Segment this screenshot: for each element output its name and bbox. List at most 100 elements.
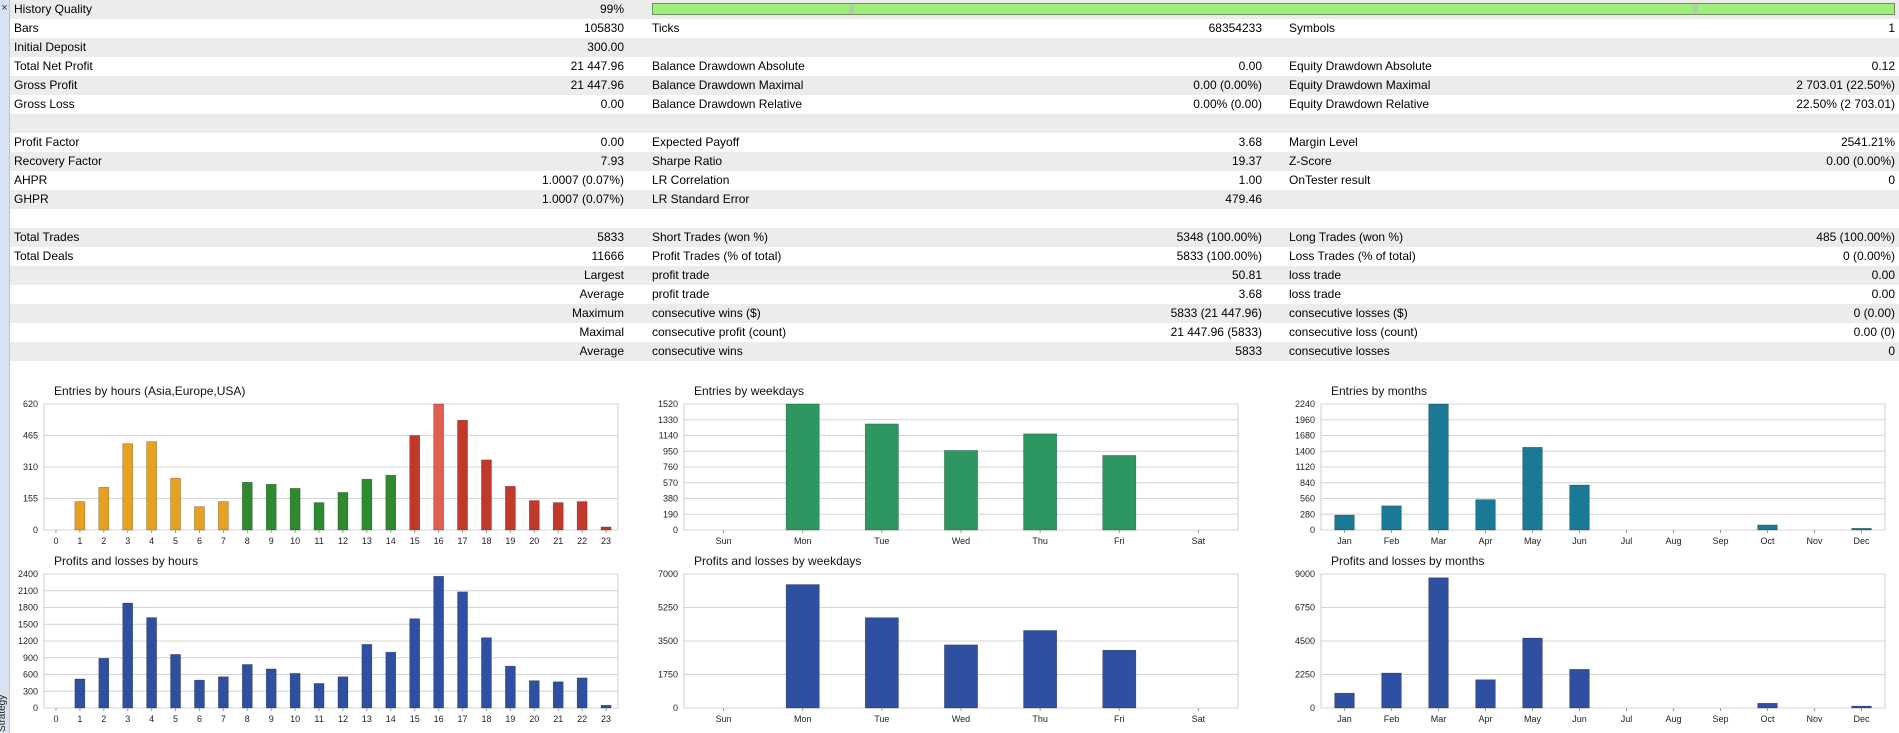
y-tick-label: 310 — [23, 462, 38, 472]
close-icon[interactable]: × — [1, 2, 8, 14]
x-tick-label: 12 — [338, 536, 348, 546]
x-tick-label: Aug — [1665, 536, 1681, 546]
y-tick-label: 2240 — [1295, 399, 1315, 409]
bar — [409, 618, 421, 709]
stats-row: Largest profit trade 50.81 loss trade 0.00 — [10, 266, 1899, 285]
chart-title: Entries by months — [1331, 384, 1428, 398]
stat-value: Maximum — [571, 306, 624, 320]
y-tick-label: 0 — [33, 525, 38, 535]
bar — [74, 501, 86, 531]
stat-value: Largest — [583, 268, 624, 282]
stat-label: Total Deals — [14, 249, 74, 263]
x-tick-label: 15 — [410, 714, 420, 724]
stat-label: LR Standard Error — [652, 192, 750, 206]
x-tick-label: 17 — [458, 536, 468, 546]
entries-by-weekdays-chart: 0 190 380 570 760 950 1140 1330 1520 Sun Mon Tue Wed… — [650, 380, 1250, 550]
x-tick-label: Feb — [1384, 536, 1400, 546]
bar — [433, 403, 444, 531]
y-tick-label: 0 — [673, 703, 678, 713]
stat-label: Z-Score — [1289, 154, 1332, 168]
bar — [122, 602, 134, 709]
stat-value: 485 (100.00%) — [1816, 230, 1895, 244]
bar — [1569, 668, 1590, 709]
y-tick-label: 950 — [663, 446, 678, 456]
stat-label: Profit Trades (% of total) — [652, 249, 782, 263]
bar — [457, 419, 468, 531]
x-tick-label: 16 — [434, 536, 444, 546]
entries-by-hours-chart: 0 155 310 465 620 0 1 2 3 4 5 6 7 8 9 10 11 12 13 14 15 16 17 1… — [10, 380, 630, 550]
x-tick-label: 20 — [529, 714, 539, 724]
stats-table: Bars 105830 Ticks 68354233 Symbols 1 Initial D… — [10, 19, 1899, 380]
bar — [385, 474, 397, 531]
history-quality-bar — [652, 3, 1895, 15]
chart-title: Entries by hours (Asia,Europe,USA) — [54, 384, 246, 398]
x-tick-label: Thu — [1032, 714, 1048, 724]
bar — [1757, 702, 1778, 709]
x-tick-label: Jun — [1572, 714, 1587, 724]
y-tick-label: 0 — [1310, 525, 1315, 535]
stat-value: 2541.21% — [1840, 135, 1895, 149]
bar — [98, 658, 110, 709]
x-tick-label: 14 — [386, 536, 396, 546]
stat-label: Margin Level — [1289, 135, 1358, 149]
chart-svg: 0 2250 4500 6750 9000 Jan Feb Mar Apr May Jun Jul Au… — [1295, 569, 1886, 724]
y-tick-label: 9000 — [1295, 569, 1315, 579]
stat-value: 0.00% (0.00) — [1193, 97, 1262, 111]
stat-label: Long Trades (won %) — [1289, 230, 1404, 244]
bar — [1334, 514, 1355, 531]
x-tick-label: May — [1524, 714, 1542, 724]
x-tick-label: 9 — [269, 536, 274, 546]
stat-value: 0 — [1888, 173, 1895, 187]
stat-value: 1.00 — [1238, 173, 1262, 187]
bar — [1428, 403, 1449, 531]
bar — [1475, 499, 1496, 531]
x-tick-label: 19 — [505, 714, 515, 724]
stat-value: Average — [579, 344, 624, 358]
stat-label: consecutive losses ($) — [1289, 306, 1408, 320]
x-tick-label: Mon — [794, 536, 812, 546]
stat-value: 1.0007 (0.07%) — [541, 173, 624, 187]
x-tick-label: Mar — [1431, 536, 1447, 546]
bar — [241, 481, 253, 531]
stats-row: Gross Profit 21 447.96 Balance Drawdown Ma… — [10, 76, 1899, 95]
stat-value: 0.00 — [1871, 268, 1895, 282]
y-tick-label: 280 — [1300, 509, 1315, 519]
x-tick-label: May — [1524, 536, 1542, 546]
bar — [194, 506, 205, 531]
stat-label: Symbols — [1289, 21, 1336, 35]
y-tick-label: 2400 — [18, 569, 38, 579]
x-tick-label: Thu — [1032, 536, 1048, 546]
quality-bar-tick — [849, 5, 854, 13]
bar — [457, 591, 468, 709]
x-tick-label: Sat — [1192, 536, 1206, 546]
stat-label — [14, 342, 214, 361]
stat-value: 22.50% (2 703.01) — [1796, 97, 1895, 111]
bar — [944, 450, 978, 531]
stat-label — [14, 209, 214, 228]
bar — [170, 477, 181, 531]
y-tick-label: 1200 — [18, 636, 38, 646]
x-tick-label: 0 — [53, 536, 58, 546]
stat-label — [1289, 114, 1589, 133]
bar — [505, 665, 516, 709]
y-tick-label: 155 — [23, 494, 38, 504]
stat-value: 3.68 — [1238, 287, 1262, 301]
bar — [944, 644, 978, 709]
x-tick-label: 14 — [386, 714, 396, 724]
bar — [313, 502, 325, 531]
x-tick-label: Feb — [1384, 714, 1400, 724]
stat-value: 5833 (21 447.96) — [1170, 306, 1262, 320]
y-tick-label: 1400 — [1295, 446, 1315, 456]
stats-row: Average profit trade 3.68 loss trade 0.00 — [10, 285, 1899, 304]
y-tick-label: 0 — [33, 703, 38, 713]
stat-value: 0.00 — [600, 97, 624, 111]
x-tick-label: 2 — [101, 536, 106, 546]
x-tick-label: Dec — [1853, 536, 1870, 546]
x-tick-label: Oct — [1760, 536, 1775, 546]
bar — [1102, 455, 1137, 531]
x-tick-label: Sun — [716, 536, 732, 546]
stat-value: 5833 — [1235, 344, 1262, 358]
stat-label — [1289, 190, 1589, 209]
x-tick-label: 3 — [125, 714, 130, 724]
